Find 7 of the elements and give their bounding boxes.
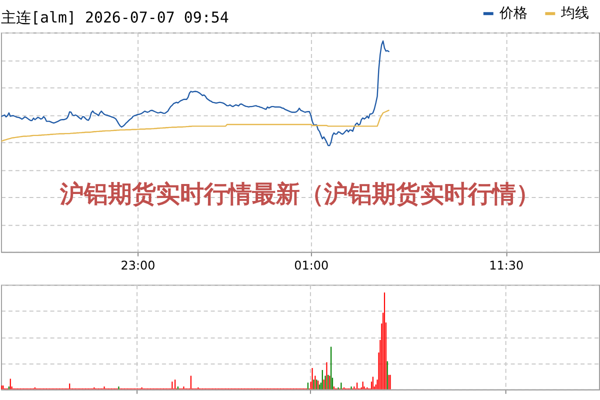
x-tick-label: 11:30	[489, 258, 524, 272]
x-tick-label: 01:00	[294, 258, 329, 272]
legend-label: 均线	[560, 6, 590, 22]
legend-label: 价格	[498, 6, 528, 22]
chart-title: 主连[alm] 2026-07-07 09:54	[0, 8, 229, 27]
annotation: 沪铝期货实时行情最新（沪铝期货实时行情）	[59, 180, 540, 208]
x-tick-label: 23:00	[120, 258, 156, 272]
